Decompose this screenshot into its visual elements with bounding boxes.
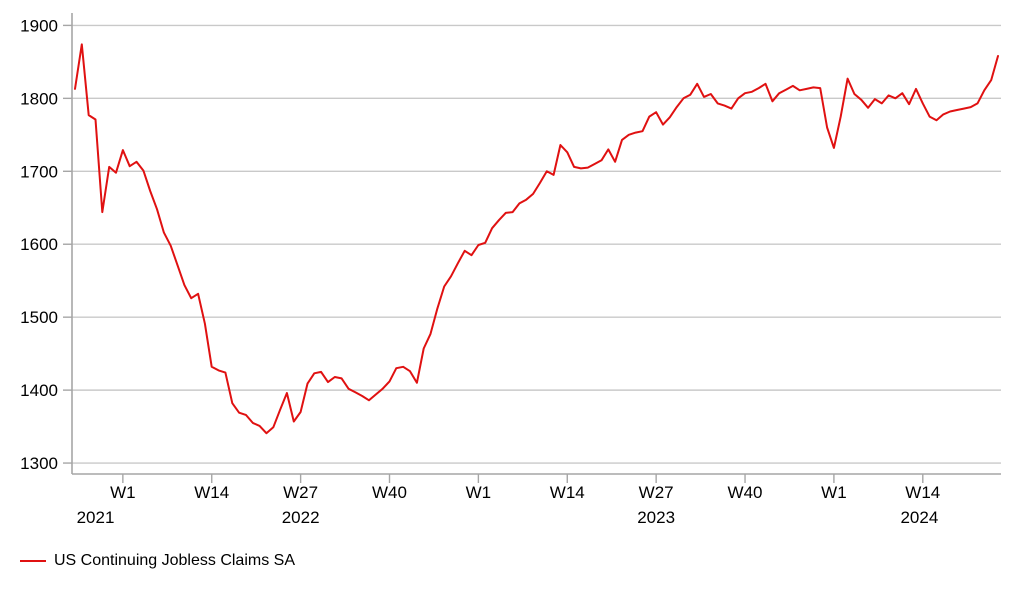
x-axis-tick-label-5: W14 <box>550 483 585 502</box>
year-label-2022: 2022 <box>282 508 320 527</box>
year-label-2021: 2021 <box>77 508 115 527</box>
legend-line-swatch <box>20 560 46 562</box>
year-label-2024: 2024 <box>900 508 938 527</box>
x-axis-tick-label-0: W1 <box>110 483 136 502</box>
x-axis-tick-label-3: W40 <box>372 483 407 502</box>
y-axis-tick-label-1300: 1300 <box>20 454 58 473</box>
x-axis-tick-label-7: W40 <box>728 483 763 502</box>
x-axis-tick-label-6: W27 <box>639 483 674 502</box>
y-axis-tick-label-1600: 1600 <box>20 235 58 254</box>
x-axis-tick-label-4: W1 <box>466 483 492 502</box>
y-axis-tick-label-1900: 1900 <box>20 16 58 35</box>
year-label-2023: 2023 <box>637 508 675 527</box>
y-axis-tick-label-1700: 1700 <box>20 162 58 181</box>
x-axis-tick-label-2: W27 <box>283 483 318 502</box>
series-line-us-continuing-jobless-claims <box>74 43 999 435</box>
x-axis-tick-label-1: W14 <box>194 483 229 502</box>
y-axis-tick-label-1500: 1500 <box>20 308 58 327</box>
y-axis-tick-label-1400: 1400 <box>20 381 58 400</box>
y-axis-tick-label-1800: 1800 <box>20 89 58 108</box>
x-axis-tick-label-9: W14 <box>905 483 940 502</box>
x-axis-tick-label-8: W1 <box>821 483 847 502</box>
legend-label: US Continuing Jobless Claims SA <box>54 552 295 569</box>
legend: US Continuing Jobless Claims SA <box>20 553 295 569</box>
